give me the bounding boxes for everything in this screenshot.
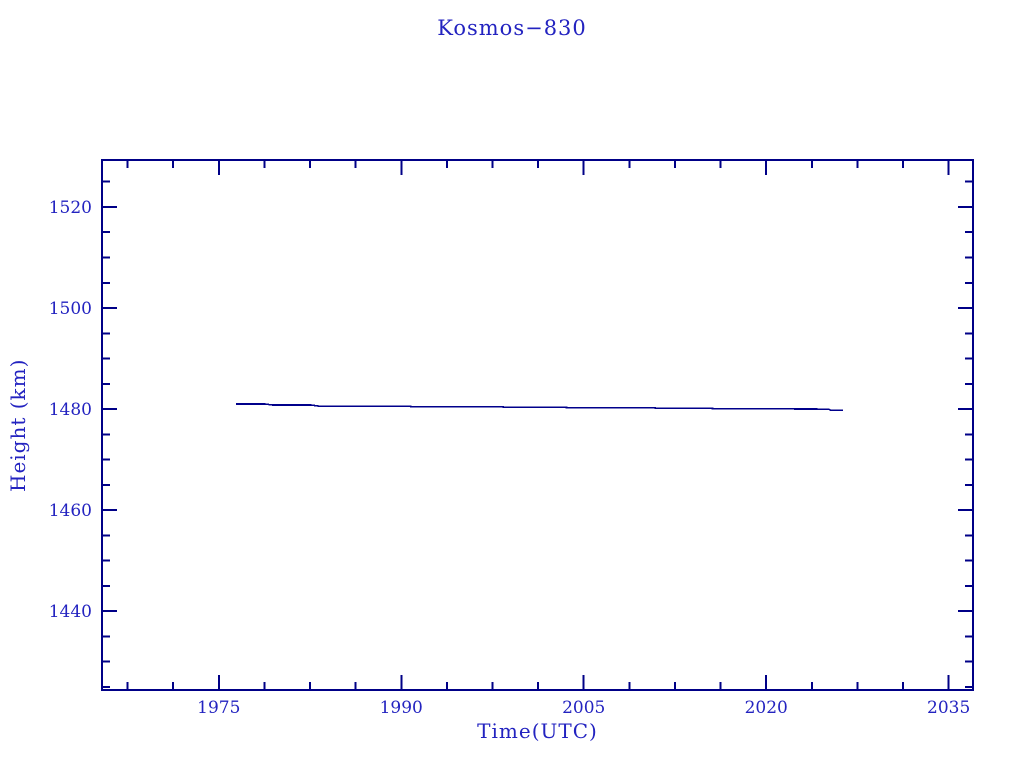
x-tick-label: 2035: [927, 698, 970, 718]
data-line-orbit-height: [235, 403, 843, 411]
y-tick-label: 1480: [49, 400, 92, 420]
x-tick-label: 1975: [197, 698, 240, 718]
chart-title: Kosmos−830: [437, 16, 587, 40]
y-tick-label: 1440: [49, 602, 92, 622]
x-tick-label: 2020: [745, 698, 788, 718]
y-tick-label: 1520: [49, 198, 92, 218]
x-tick-label: 2005: [562, 698, 605, 718]
plot-frame: [101, 159, 974, 691]
x-axis-label: Time(UTC): [477, 719, 598, 743]
y-tick-label: 1500: [49, 299, 92, 319]
y-tick-label: 1460: [49, 501, 92, 521]
y-axis-label: Height (km): [6, 358, 30, 492]
x-tick-label: 1990: [380, 698, 423, 718]
